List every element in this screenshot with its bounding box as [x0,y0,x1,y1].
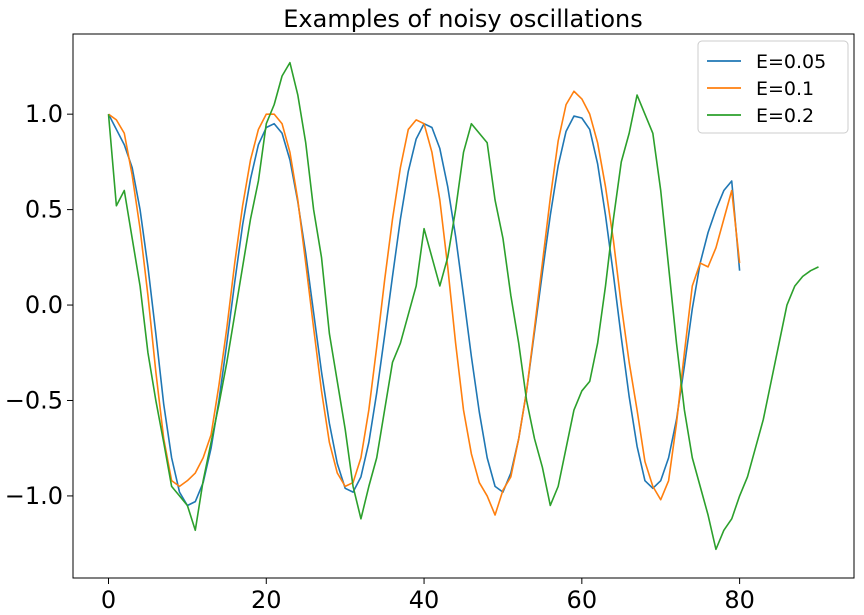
x-tick-label: 80 [724,586,755,614]
y-tick-label: 0.5 [25,196,63,224]
legend-frame [697,40,849,134]
x-tick-label: 60 [567,586,598,614]
legend: E=0.05 E=0.1 E=0.2 [697,40,849,134]
x-tick-label: 20 [251,586,282,614]
y-tick-label: −1.0 [5,482,63,510]
series-layer [107,61,819,551]
legend-label-2: E=0.1 [756,78,814,100]
legend-label-3: E=0.2 [756,105,814,127]
y-tick-label: −0.5 [5,386,63,414]
plot-frame [72,33,855,579]
chart-title: Examples of noisy oscillations [283,5,642,33]
axis-layer: 0 20 40 60 80 1.0 0.5 0.0 −0.5 −1.0 [5,100,755,614]
y-tick-label: 0.0 [25,291,63,319]
x-tick-label: 0 [101,586,116,614]
legend-label-1: E=0.05 [756,51,826,73]
series-line-2 [108,90,741,516]
series-line-1 [107,113,741,507]
x-tick-label: 40 [409,586,440,614]
series-line-3 [107,61,819,551]
y-tick-label: 1.0 [25,100,63,128]
